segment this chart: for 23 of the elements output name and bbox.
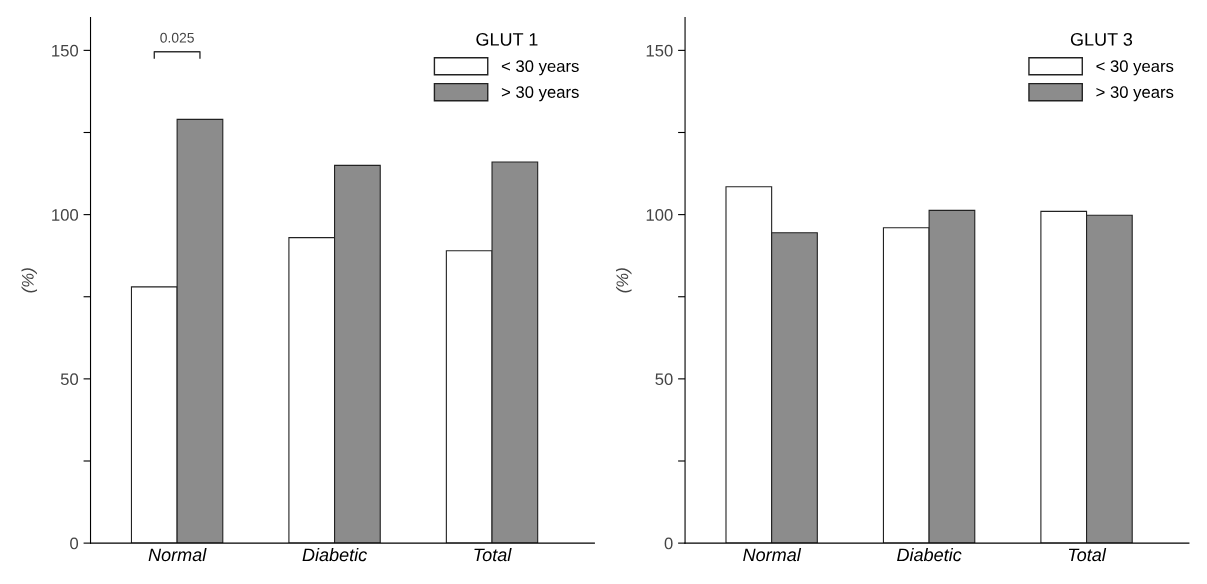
y-tick-label: 150 bbox=[52, 44, 79, 57]
y-axis-title: (%) bbox=[21, 268, 38, 293]
x-tick-label: Total bbox=[474, 547, 512, 562]
y-tick-label: 0 bbox=[664, 537, 673, 550]
x-tick-label: Diabetic bbox=[897, 547, 962, 562]
x-tick-label: Total bbox=[1068, 547, 1107, 562]
x-tick-label: Normal bbox=[148, 547, 207, 562]
annotation: 0.025 bbox=[160, 32, 194, 43]
y-tick-label: 0 bbox=[70, 537, 79, 550]
legend-title: GLUT 1 bbox=[476, 33, 538, 46]
y-tick-label: 50 bbox=[60, 373, 79, 386]
y-tick-label: 100 bbox=[52, 209, 79, 221]
legend-label: < 30 years bbox=[501, 60, 579, 76]
legend-label: < 30 years bbox=[1096, 60, 1174, 76]
x-tick-label: Diabetic bbox=[302, 547, 367, 562]
y-tick-label: 100 bbox=[646, 209, 673, 221]
y-axis-title: (%) bbox=[616, 268, 632, 293]
legend-label: > 30 years bbox=[501, 86, 579, 102]
y-tick-label: 150 bbox=[646, 44, 673, 57]
legend-label: > 30 years bbox=[1096, 86, 1174, 102]
y-tick-label: 50 bbox=[655, 373, 673, 386]
x-tick-label: Normal bbox=[743, 547, 802, 562]
legend-title: GLUT 3 bbox=[1070, 33, 1133, 46]
